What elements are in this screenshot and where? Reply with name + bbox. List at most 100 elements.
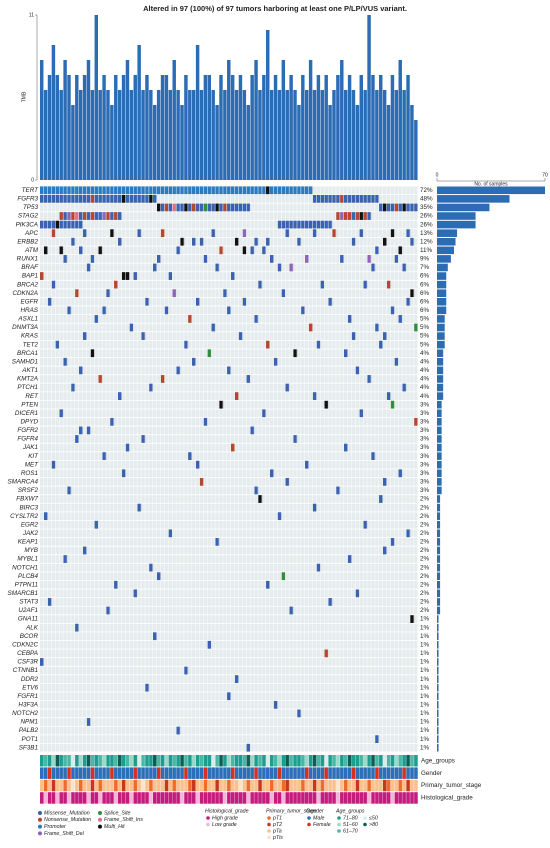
percent-label: 9% (420, 256, 430, 263)
count-bar (437, 683, 439, 692)
count-bar (437, 538, 441, 546)
percent-label: 2% (420, 581, 430, 588)
tmb-bar (406, 75, 410, 180)
percent-label: 4% (420, 376, 430, 383)
tmb-bar (250, 75, 254, 180)
gene-label: TP53 (23, 204, 39, 211)
tmb-bar (328, 105, 332, 180)
count-bar (437, 280, 447, 289)
tmb-bar (367, 15, 371, 180)
tmb-bar (188, 90, 192, 180)
count-bar (437, 246, 454, 255)
tmb-bar (195, 45, 200, 180)
cell-gaps (40, 186, 418, 752)
percent-label: 3% (420, 436, 430, 443)
gene-label: FGFR3 (17, 196, 38, 203)
legend-label: Multi_Hit (104, 824, 125, 830)
gene-label: STAG2 (18, 213, 39, 220)
legend-label: Frame_Shift_Del (44, 831, 85, 837)
tmb-bar (347, 75, 352, 180)
gene-label: ASXL1 (17, 316, 38, 323)
percent-label: 6% (420, 290, 430, 297)
gene-label: APC (24, 230, 38, 237)
tmb-bar (47, 75, 52, 180)
tmb-bar (117, 90, 122, 180)
percent-label: 1% (420, 736, 430, 743)
tmb-bar (207, 75, 212, 180)
count-bar (437, 606, 441, 615)
tmb-bar (63, 60, 67, 180)
gene-label: PLCB4 (18, 573, 38, 580)
tmb-bar (320, 90, 325, 180)
gene-label: TERT (22, 187, 39, 194)
legend-swatch (38, 817, 42, 822)
track-label: Age_groups (421, 757, 455, 764)
percent-label: 3% (420, 461, 430, 468)
percent-label: 1% (420, 676, 430, 683)
count-bar (437, 186, 545, 195)
gene-label: BCOR (20, 633, 39, 640)
tmb-bar (199, 90, 204, 180)
legend-label: Missense_Mutation (44, 810, 90, 816)
count-bar (437, 263, 448, 272)
legend-swatch (267, 822, 271, 827)
tmb-bar (203, 75, 208, 180)
legend-label: Low grade (212, 822, 237, 828)
legend-swatch (307, 822, 311, 827)
legend-swatch (363, 822, 367, 827)
track-label: Primary_tumor_stage (421, 782, 482, 789)
legend-label: High grade (212, 815, 238, 821)
tmb-bar (121, 75, 126, 180)
count-bar (437, 358, 444, 366)
tmb-bar (316, 75, 321, 180)
percent-label: 1% (420, 702, 430, 709)
tmb-bar (246, 105, 250, 180)
gene-label: EGR2 (21, 521, 39, 528)
count-bar (437, 306, 447, 315)
percent-label: 6% (420, 273, 430, 280)
count-bar (437, 649, 439, 658)
count-bar (437, 469, 442, 478)
percent-label: 2% (420, 564, 430, 571)
x-tick-label: 70 (542, 172, 548, 178)
count-bar (437, 701, 439, 709)
percent-label: 1% (420, 659, 430, 666)
gene-label: MYBL1 (17, 556, 38, 563)
legend-title: Age_groups (335, 808, 365, 814)
gene-label: BIRC3 (19, 504, 38, 511)
axis-label: TMB (21, 91, 27, 102)
percent-label: 72% (420, 187, 433, 194)
tmb-bar (90, 90, 95, 180)
count-bar (437, 495, 441, 503)
tmb-bar (106, 90, 110, 180)
tmb-bar (215, 105, 219, 180)
tmb-bar (382, 90, 387, 180)
legend-label: Splice_Site (104, 810, 131, 816)
count-bar (437, 666, 439, 675)
tmb-bar (269, 90, 274, 180)
percent-label: 2% (420, 513, 430, 520)
tmb-bar (211, 90, 215, 180)
percent-label: 4% (420, 367, 430, 374)
tmb-bar (242, 90, 247, 180)
count-bar (437, 658, 439, 666)
gene-label: PTCH1 (17, 384, 38, 391)
count-bar (437, 297, 447, 306)
gene-label: AKT1 (21, 367, 38, 374)
tmb-bar (71, 105, 75, 180)
tmb-bar (394, 90, 399, 180)
track-label: Histological_grade (421, 795, 473, 802)
tmb-bar (153, 105, 157, 180)
gene-label: GNA11 (18, 616, 38, 623)
percent-label: 1% (420, 744, 430, 751)
count-bar (437, 452, 442, 460)
tmb-bar (312, 90, 317, 180)
tmb-bar (410, 105, 414, 180)
x-tick-label: 0 (436, 172, 439, 178)
gene-label: ETV6 (22, 684, 38, 691)
percent-label: 11% (420, 247, 433, 254)
percent-label: 35% (420, 204, 433, 211)
tmb-bar (375, 90, 379, 180)
tmb-bar (273, 75, 278, 180)
count-bar (437, 615, 439, 623)
